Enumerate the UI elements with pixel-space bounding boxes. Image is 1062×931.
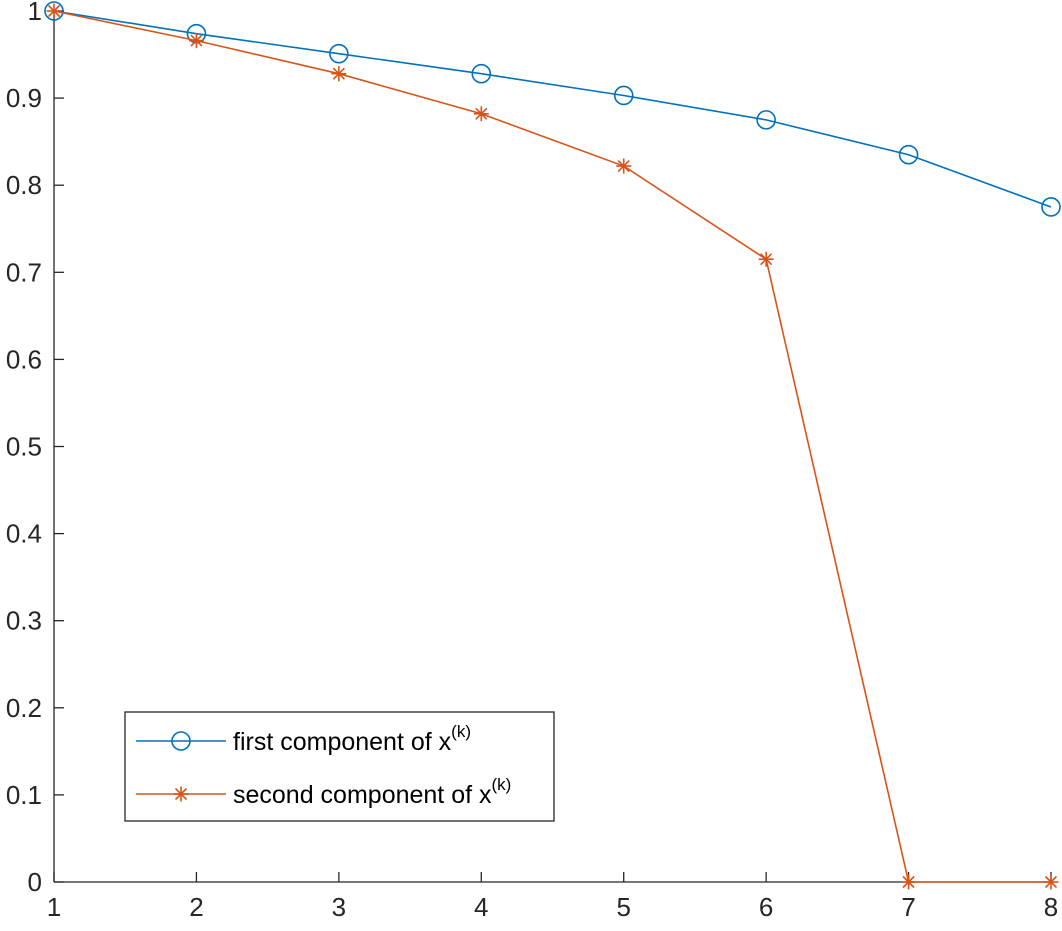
legend-marker — [171, 731, 191, 751]
series-1 — [44, 1, 1061, 217]
y-tick-label: 0.9 — [6, 83, 42, 113]
data-point — [188, 33, 204, 49]
legend-label-superscript: (k) — [451, 722, 471, 741]
y-tick-label: 0.4 — [6, 519, 42, 549]
legend-label-text: first component of x — [233, 728, 452, 756]
data-point — [1043, 874, 1059, 890]
y-tick-label: 0.6 — [6, 344, 42, 374]
x-tick-label: 8 — [1044, 892, 1058, 922]
data-point — [329, 43, 349, 64]
x-tick-label: 5 — [616, 892, 630, 922]
legend-label: second component of x(k) — [233, 775, 511, 809]
data-point — [1041, 197, 1061, 217]
data-point — [46, 3, 62, 19]
data-point — [331, 66, 347, 82]
legend: first component of x(k)second component … — [124, 711, 555, 822]
legend-label: first component of x(k) — [233, 722, 471, 756]
x-tick-label: 4 — [474, 892, 488, 922]
y-tick-label: 0 — [28, 867, 42, 897]
y-tick-label: 0.2 — [6, 693, 42, 723]
y-tick-label: 1 — [28, 0, 42, 26]
x-tick-label: 6 — [759, 892, 773, 922]
data-point — [44, 1, 64, 21]
series-line — [53, 10, 1051, 883]
legend-label-text: second component of x — [233, 781, 492, 809]
y-tick-label: 0.8 — [6, 170, 42, 200]
x-tick-label: 3 — [332, 892, 346, 922]
y-tick-label: 0.1 — [6, 780, 42, 810]
x-tick-label: 1 — [47, 892, 61, 922]
data-point — [471, 63, 492, 84]
data-point — [898, 144, 919, 165]
data-point — [756, 110, 776, 130]
legend-label-superscript: (k) — [492, 775, 512, 794]
data-point — [901, 874, 917, 890]
series-line — [53, 10, 1052, 208]
y-tick-label: 0.5 — [6, 432, 42, 462]
y-tick-label: 0.3 — [6, 606, 42, 636]
legend-box — [124, 711, 555, 822]
legend-marker — [173, 786, 189, 802]
axes: 1 2 3 4 5 6 7 8 0 0.1 0.2 0.3 0.4 0.5 0.6 0.7 0.8 0.9 1 — [6, 0, 1058, 922]
data-point — [758, 251, 774, 267]
x-tick-label: 7 — [901, 892, 915, 922]
x-tick-label: 2 — [189, 892, 203, 922]
y-tick-label: 0.7 — [6, 257, 42, 287]
data-point — [616, 158, 632, 174]
plot-area — [44, 1, 1061, 890]
legend-item-2: second component of x(k) — [136, 775, 511, 809]
series-2 — [46, 3, 1059, 890]
data-point — [473, 106, 489, 122]
legend-item-1: first component of x(k) — [136, 722, 471, 756]
data-point — [613, 85, 634, 106]
